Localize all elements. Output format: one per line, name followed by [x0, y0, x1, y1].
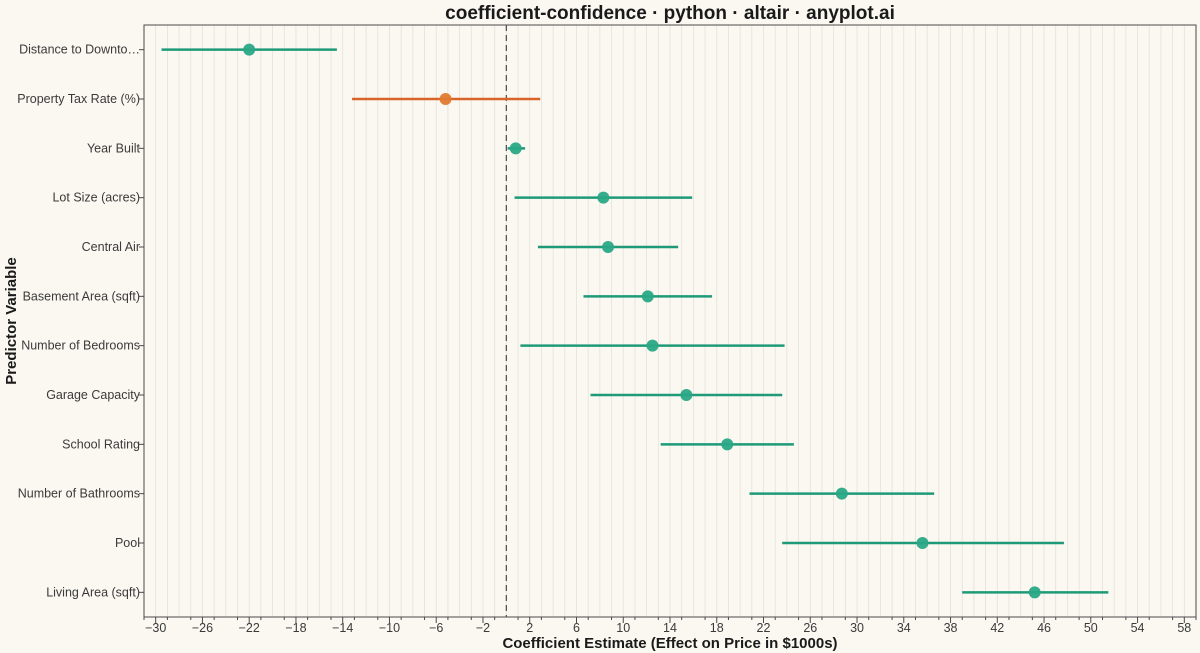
estimate-point: [641, 290, 654, 303]
x-tick-label: 46: [1037, 621, 1051, 635]
x-tick-label: −2: [476, 621, 490, 635]
y-tick-label: Garage Capacity: [46, 388, 141, 402]
x-tick-label: 50: [1084, 621, 1098, 635]
x-tick-label: 42: [990, 621, 1004, 635]
y-tick-label: Lot Size (acres): [52, 191, 140, 205]
x-tick-label: 10: [616, 621, 630, 635]
x-tick-label: −14: [332, 621, 353, 635]
y-tick-label: Basement Area (sqft): [23, 289, 140, 303]
y-tick-label: School Rating: [62, 437, 140, 451]
y-tick-label: Number of Bedrooms: [21, 339, 140, 353]
x-tick-label: 38: [944, 621, 958, 635]
x-tick-label: 26: [803, 621, 817, 635]
estimate-point: [916, 537, 929, 549]
y-tick-label: Central Air: [82, 240, 140, 254]
estimate-point: [835, 487, 848, 500]
y-tick-label: Number of Bathrooms: [18, 487, 140, 501]
y-tick-label: Living Area (sqft): [46, 585, 140, 599]
x-tick-label: 34: [897, 621, 911, 635]
x-tick-label: 54: [1131, 621, 1145, 635]
x-tick-label: 58: [1177, 621, 1191, 635]
estimate-point: [509, 142, 522, 155]
estimate-point: [597, 191, 610, 204]
y-tick-label: Pool: [115, 536, 140, 550]
x-tick-label: −6: [429, 621, 443, 635]
estimate-point: [1028, 586, 1041, 599]
x-tick-label: 18: [710, 621, 724, 635]
y-tick-label: Property Tax Rate (%): [17, 92, 140, 106]
x-tick-label: −30: [145, 621, 166, 635]
x-tick-label: −18: [285, 621, 306, 635]
x-tick-label: −10: [379, 621, 400, 635]
y-axis-title: Predictor Variable: [3, 257, 20, 385]
estimate-point: [646, 339, 659, 352]
x-axis-title: Coefficient Estimate (Effect on Price in…: [502, 635, 837, 652]
x-tick-label: 2: [526, 621, 533, 635]
estimate-point: [439, 93, 452, 105]
x-tick-label: −22: [239, 621, 260, 635]
estimate-point: [602, 241, 615, 253]
x-tick-label: 14: [663, 621, 677, 635]
estimate-point: [680, 389, 693, 401]
estimate-point: [721, 438, 734, 451]
x-tick-label: 30: [850, 621, 864, 635]
x-tick-label: 6: [573, 621, 580, 635]
y-tick-label: Year Built: [87, 141, 141, 155]
chart-title: coefficient-confidence · python · altair…: [445, 3, 895, 24]
x-tick-label: 22: [757, 621, 771, 635]
plot-area: −30 −26 −22 −18 −14 −10 −6 −2 2 6 10 14 18 22 26 30 34 38…: [17, 24, 1197, 635]
y-tick-label: Distance to Downto…: [19, 43, 140, 57]
x-tick-label: −26: [192, 621, 213, 635]
estimate-point: [243, 43, 256, 56]
